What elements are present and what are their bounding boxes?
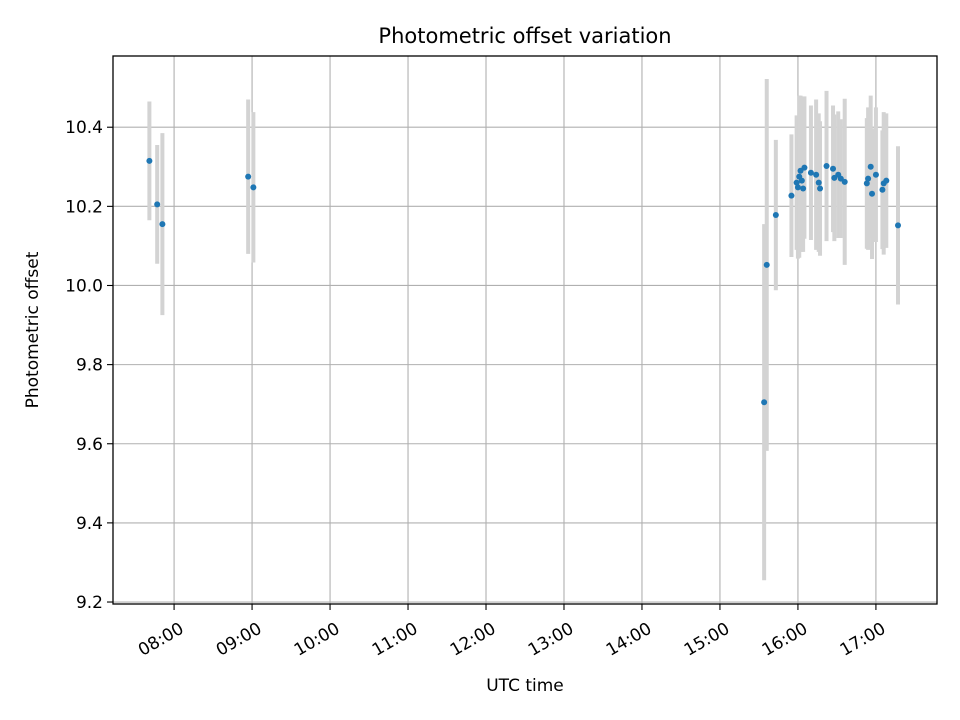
data-point (869, 190, 876, 197)
x-tick-label: 10:00 (291, 619, 343, 661)
x-tick-label: 14:00 (603, 619, 655, 661)
data-point (867, 163, 874, 170)
data-point (883, 177, 890, 184)
data-point (841, 178, 848, 185)
y-tick-label: 9.8 (76, 356, 103, 376)
x-tick-label: 13:00 (525, 619, 577, 661)
data-point (895, 222, 902, 229)
data-point (245, 173, 252, 180)
data-point (788, 192, 795, 199)
x-tick-label: 08:00 (135, 619, 187, 661)
data-point (823, 162, 830, 169)
data-point (772, 212, 779, 219)
data-point (800, 185, 807, 192)
data-point (801, 164, 808, 171)
chart-title: Photometric offset variation (378, 24, 671, 48)
x-tick-label: 17:00 (837, 619, 889, 661)
data-point (250, 184, 257, 191)
data-point (813, 171, 820, 178)
data-point (872, 171, 879, 178)
x-tick-label: 11:00 (369, 619, 421, 661)
data-point (815, 179, 822, 186)
y-tick-label: 10.4 (65, 118, 103, 138)
x-tick-label: 12:00 (447, 619, 499, 661)
data-point (794, 184, 801, 191)
x-axis-label: UTC time (486, 676, 564, 696)
data-point (159, 221, 166, 228)
y-tick-label: 10.0 (65, 276, 103, 296)
data-point (865, 175, 872, 182)
data-point (807, 169, 814, 176)
data-point (763, 261, 770, 268)
data-point (154, 201, 161, 208)
data-point (879, 186, 886, 193)
error-bars (147, 78, 901, 581)
data-points (146, 157, 902, 406)
y-tick-label: 10.2 (65, 197, 103, 217)
data-point (830, 165, 837, 172)
data-point (798, 177, 805, 184)
x-tick-label: 15:00 (681, 619, 733, 661)
data-point (863, 180, 870, 187)
x-tick-label: 09:00 (213, 619, 265, 661)
y-tick-label: 9.6 (76, 435, 103, 455)
data-point (146, 157, 153, 164)
data-point (793, 179, 800, 186)
grid (113, 56, 937, 604)
x-tick-label: 16:00 (759, 619, 811, 661)
data-point (761, 399, 768, 406)
y-tick-label: 9.2 (76, 593, 103, 613)
y-tick-label: 9.4 (76, 514, 103, 534)
axes-frame (112, 55, 938, 605)
y-axis-label: Photometric offset (23, 251, 43, 408)
data-point (817, 185, 824, 192)
